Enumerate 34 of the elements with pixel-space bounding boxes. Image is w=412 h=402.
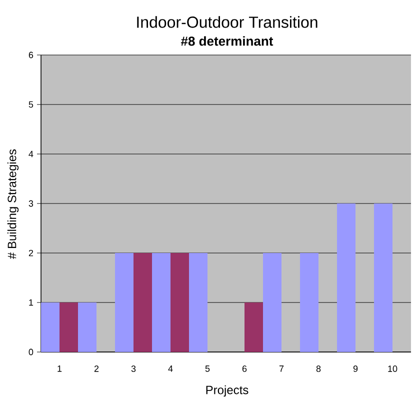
y-tick-label: 0 — [28, 348, 34, 356]
bar — [244, 302, 263, 352]
y-tick-label: 6 — [28, 52, 34, 58]
bar — [337, 204, 356, 352]
bar — [152, 253, 170, 352]
x-tick-label: 2 — [94, 366, 99, 372]
bar — [263, 253, 282, 352]
x-tick-label: 7 — [279, 366, 284, 372]
bar — [60, 302, 78, 352]
x-tick-label: 1 — [58, 366, 62, 372]
x-tick-label: 3 — [131, 366, 136, 372]
chart-subtitle: #8 determinant — [180, 36, 274, 46]
chart-title: Indoor-Outdoor Transition — [137, 16, 318, 28]
x-tick-label: 8 — [316, 366, 321, 372]
bar — [374, 204, 392, 352]
y-tick-label: 5 — [28, 101, 34, 108]
bar — [170, 253, 189, 352]
y-axis-title: # Building Strategies — [7, 149, 19, 259]
x-tick-label: 4 — [168, 366, 173, 372]
x-tick-label: 10 — [388, 366, 398, 372]
bar — [115, 253, 134, 352]
x-tick-label: 9 — [353, 366, 358, 372]
y-tick-label: 2 — [28, 250, 34, 256]
x-axis-title: Projects — [206, 385, 248, 397]
bar — [134, 253, 152, 352]
bar — [78, 302, 96, 352]
x-tick-label: 5 — [205, 366, 210, 372]
bar — [300, 253, 318, 352]
y-tick-label: 1 — [29, 299, 34, 306]
x-tick-label: 6 — [242, 366, 247, 372]
y-tick-label: 4 — [28, 150, 34, 158]
bar — [189, 253, 208, 352]
bar — [41, 302, 60, 352]
y-tick-label: 3 — [28, 200, 34, 207]
